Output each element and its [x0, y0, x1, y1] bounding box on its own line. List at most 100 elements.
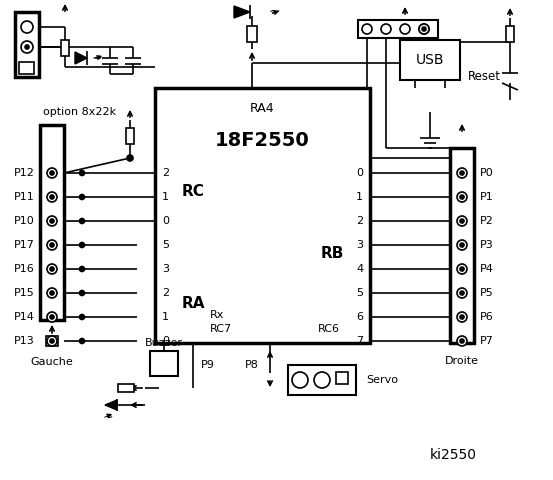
Text: P0: P0 — [480, 168, 494, 178]
Circle shape — [80, 314, 85, 320]
Circle shape — [460, 339, 464, 343]
Circle shape — [457, 336, 467, 346]
Circle shape — [47, 216, 57, 226]
Circle shape — [457, 192, 467, 202]
Circle shape — [419, 24, 429, 34]
Text: P13: P13 — [14, 336, 35, 346]
Text: P11: P11 — [14, 192, 35, 202]
Text: RC: RC — [181, 183, 205, 199]
Circle shape — [292, 372, 308, 388]
Text: Buzzer: Buzzer — [145, 338, 183, 348]
Bar — [155, 88, 370, 343]
Text: 18F2550: 18F2550 — [215, 131, 310, 149]
Text: P15: P15 — [14, 288, 35, 298]
Text: P16: P16 — [14, 264, 35, 274]
Circle shape — [460, 195, 464, 199]
Bar — [288, 365, 356, 395]
Bar — [150, 351, 178, 376]
Circle shape — [50, 315, 54, 319]
Circle shape — [47, 312, 57, 322]
Text: P4: P4 — [480, 264, 494, 274]
Text: 3: 3 — [162, 264, 169, 274]
Text: P1: P1 — [480, 192, 494, 202]
Circle shape — [460, 219, 464, 223]
Text: ~: ~ — [92, 51, 102, 64]
Text: P2: P2 — [480, 216, 494, 226]
Circle shape — [47, 192, 57, 202]
Circle shape — [50, 339, 54, 343]
Text: Droite: Droite — [445, 356, 479, 366]
Bar — [506, 26, 514, 42]
Circle shape — [457, 168, 467, 178]
Circle shape — [460, 267, 464, 271]
Bar — [19, 62, 34, 74]
Text: P7: P7 — [480, 336, 494, 346]
Circle shape — [400, 24, 410, 34]
Circle shape — [47, 240, 57, 250]
Text: P17: P17 — [14, 240, 35, 250]
Circle shape — [362, 24, 372, 34]
Bar — [126, 128, 134, 144]
Circle shape — [50, 195, 54, 199]
Bar — [358, 20, 438, 38]
Circle shape — [50, 243, 54, 247]
Text: 0: 0 — [356, 168, 363, 178]
Text: 2: 2 — [162, 288, 169, 298]
Bar — [118, 384, 134, 392]
Circle shape — [80, 338, 85, 344]
Circle shape — [457, 288, 467, 298]
Polygon shape — [234, 6, 250, 18]
Text: P8: P8 — [245, 360, 259, 370]
Text: RB: RB — [320, 245, 343, 261]
Text: Servo: Servo — [366, 375, 398, 385]
Bar — [400, 40, 460, 80]
Bar — [450, 148, 474, 343]
Circle shape — [50, 171, 54, 175]
Text: 1: 1 — [356, 192, 363, 202]
Text: 1: 1 — [162, 192, 169, 202]
Text: option 8x22k: option 8x22k — [44, 107, 117, 117]
Text: 1: 1 — [162, 312, 169, 322]
Text: USB: USB — [416, 53, 444, 67]
Text: 2: 2 — [356, 216, 363, 226]
Circle shape — [457, 216, 467, 226]
Text: RA4: RA4 — [250, 101, 275, 115]
Circle shape — [460, 291, 464, 295]
Circle shape — [457, 312, 467, 322]
Circle shape — [47, 336, 57, 346]
Text: Rx: Rx — [210, 310, 225, 320]
Text: Reset: Reset — [468, 70, 501, 83]
Circle shape — [457, 264, 467, 274]
Circle shape — [80, 290, 85, 296]
Circle shape — [80, 170, 85, 176]
Text: 2: 2 — [162, 168, 169, 178]
Bar — [46, 336, 58, 346]
Circle shape — [419, 24, 429, 34]
Text: 0: 0 — [162, 216, 169, 226]
Text: 4: 4 — [356, 264, 363, 274]
Text: ~: ~ — [268, 5, 280, 19]
Text: P12: P12 — [14, 168, 35, 178]
Circle shape — [460, 171, 464, 175]
Text: RA: RA — [181, 296, 205, 311]
Text: RC6: RC6 — [318, 324, 340, 334]
Text: RC7: RC7 — [210, 324, 232, 334]
Circle shape — [80, 242, 85, 248]
Circle shape — [422, 27, 426, 31]
Circle shape — [80, 266, 85, 272]
Text: Gauche: Gauche — [30, 357, 74, 367]
Circle shape — [457, 240, 467, 250]
Circle shape — [50, 267, 54, 271]
Bar — [336, 372, 348, 384]
Circle shape — [80, 218, 85, 224]
Text: P10: P10 — [14, 216, 35, 226]
Polygon shape — [105, 400, 117, 410]
Circle shape — [47, 264, 57, 274]
Circle shape — [50, 219, 54, 223]
Circle shape — [460, 315, 464, 319]
Circle shape — [21, 41, 33, 53]
Polygon shape — [75, 52, 87, 64]
Text: 5: 5 — [162, 240, 169, 250]
Text: P3: P3 — [480, 240, 494, 250]
Text: 5: 5 — [356, 288, 363, 298]
